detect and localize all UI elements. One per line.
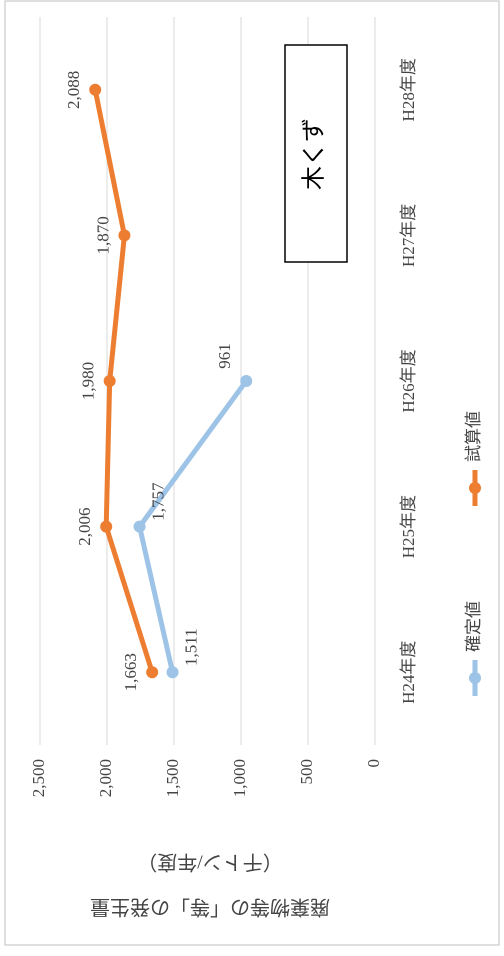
- data-point: [240, 375, 253, 387]
- x-tick-label: H24年度: [399, 641, 418, 704]
- y-axis-label: （千トン/年度）: [137, 850, 283, 873]
- legend-label: 確定値: [464, 601, 483, 652]
- data-label: 1,870: [93, 216, 112, 254]
- x-tick-label: H25年度: [399, 495, 418, 558]
- data-point: [146, 666, 159, 679]
- annotation-box: [284, 44, 348, 263]
- y-axis-label: 廃棄物等の「等」の発生量: [90, 895, 330, 918]
- data-point: [103, 375, 116, 387]
- annotation: 木くず: [301, 118, 328, 190]
- data-label: 1,511: [181, 628, 200, 666]
- rotated-chart: 0 500 1,000 1,500 2,000 2,500 H24年度 H25年度 H26年度 H…: [29, 17, 483, 918]
- data-point: [166, 666, 179, 679]
- y-tick-label: 1,000: [230, 759, 249, 797]
- data-label: 1,757: [148, 482, 167, 521]
- data-point: [100, 520, 113, 533]
- x-tick-label: H26年度: [399, 349, 418, 412]
- data-label: 1,980: [79, 362, 98, 400]
- y-tick-label: 0: [364, 759, 383, 768]
- data-label: 2,006: [75, 507, 94, 545]
- data-label: 961: [215, 343, 234, 369]
- data-point: [133, 520, 146, 533]
- legend-marker: [469, 672, 481, 684]
- legend-label: 試算値: [464, 411, 483, 462]
- chart-frame: [4, 0, 500, 946]
- data-point: [118, 229, 131, 242]
- data-point: [89, 83, 102, 96]
- y-tick-label: 2,500: [29, 759, 48, 797]
- y-tick-label: 1,500: [163, 759, 182, 797]
- x-tick-label: H28年度: [399, 58, 418, 121]
- x-tick-label: H27年度: [399, 204, 418, 267]
- data-label: 2,088: [64, 71, 83, 109]
- y-tick-label: 500: [297, 759, 316, 785]
- legend-marker: [469, 482, 481, 494]
- data-label: 1,663: [121, 653, 140, 691]
- y-tick-label: 2,000: [96, 759, 115, 797]
